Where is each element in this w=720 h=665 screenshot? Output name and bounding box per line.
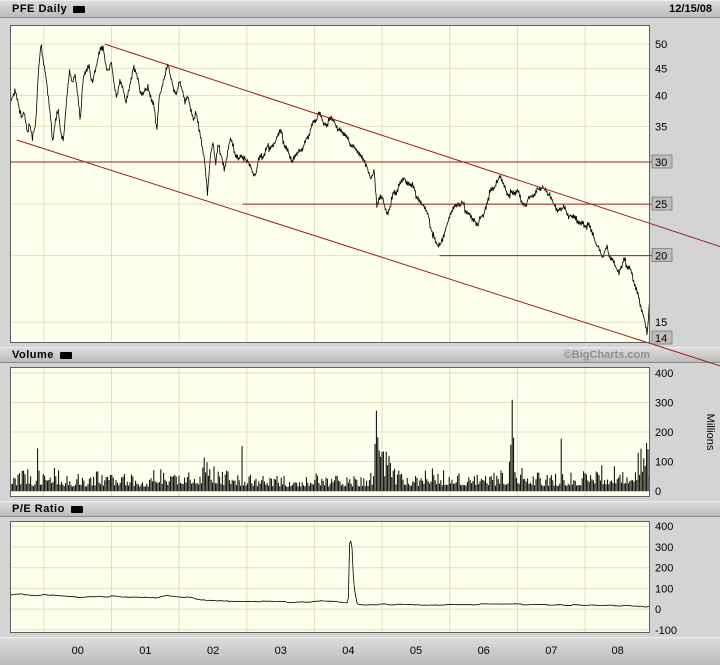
ytick-label-20: 20 — [655, 251, 667, 263]
x-label-07: 07 — [545, 645, 558, 657]
pe-chart: 400 300 200 100 0 -100 — [10, 521, 677, 637]
x-label-06: 06 — [477, 645, 490, 657]
volume-plot-border — [10, 367, 650, 497]
x-label-08: 08 — [611, 645, 624, 657]
pe-panel-title: P/E Ratio — [12, 503, 65, 515]
volume-units-label: Millions — [704, 414, 716, 451]
pe-header-bar: P/E Ratio — [0, 501, 720, 517]
ytick-label-400: 400 — [655, 521, 673, 533]
ytick-label-0: 0 — [655, 486, 661, 498]
trendline-channel-bottom — [16, 139, 720, 367]
x-label-04: 04 — [342, 645, 355, 657]
ytick-label-300: 300 — [655, 542, 673, 554]
ytick-label-40: 40 — [655, 91, 667, 103]
pe-plot-border — [10, 521, 650, 633]
ytick-label-100: 100 — [655, 583, 673, 595]
symbol-title: PFE Daily — [12, 3, 68, 15]
ytick-label-30: 30 — [655, 157, 667, 169]
ytick-label-0: 0 — [655, 604, 661, 616]
chart-header-bar: PFE Daily 12/15/08 — [0, 0, 720, 18]
ytick-label-45: 45 — [655, 63, 667, 75]
ytick-label-50: 50 — [655, 39, 667, 51]
ytick-box — [651, 196, 673, 211]
pe-plot-background — [10, 521, 650, 633]
ytick-box — [651, 330, 673, 345]
volume-chart: 400 300 200 100 0 Millions — [10, 367, 716, 498]
ytick-box — [651, 154, 673, 169]
trendline-channel-top — [104, 43, 720, 247]
volume-panel-title: Volume — [12, 349, 54, 361]
price-plot-border — [10, 25, 650, 343]
ytick-label-14: 14 — [655, 333, 667, 345]
ytick-box — [651, 248, 673, 262]
x-label-01: 01 — [139, 645, 152, 657]
chart-date: 12/15/08 — [669, 3, 712, 15]
bigcharts-watermark: ©BigCharts.com — [563, 349, 650, 361]
price-chart: 50 45 40 35 30 25 20 15 14 — [10, 25, 720, 367]
ytick-label-15: 15 — [655, 317, 667, 329]
x-label-05: 05 — [409, 645, 423, 657]
x-label-03: 03 — [274, 645, 287, 657]
ytick-label-200: 200 — [655, 427, 673, 439]
ytick-label-400: 400 — [655, 368, 673, 380]
x-axis-strip: 00 01 02 03 04 05 06 07 08 — [0, 637, 720, 665]
volume-menu-dash-icon[interactable] — [59, 351, 72, 359]
ytick-label-300: 300 — [655, 398, 673, 410]
volume-header-bar: Volume ©BigCharts.com — [0, 347, 720, 363]
pe-line — [10, 540, 650, 608]
ytick-label-200: 200 — [655, 563, 673, 575]
ytick-label--100: -100 — [655, 625, 677, 637]
x-label-00: 00 — [71, 645, 84, 657]
ytick-label-100: 100 — [655, 457, 673, 469]
ytick-label-25: 25 — [655, 199, 667, 211]
x-label-02: 02 — [206, 645, 220, 657]
pe-menu-dash-icon[interactable] — [70, 505, 83, 513]
menu-dash-icon[interactable] — [73, 5, 86, 13]
price-plot-background — [10, 25, 650, 343]
ytick-label-35: 35 — [655, 121, 667, 133]
